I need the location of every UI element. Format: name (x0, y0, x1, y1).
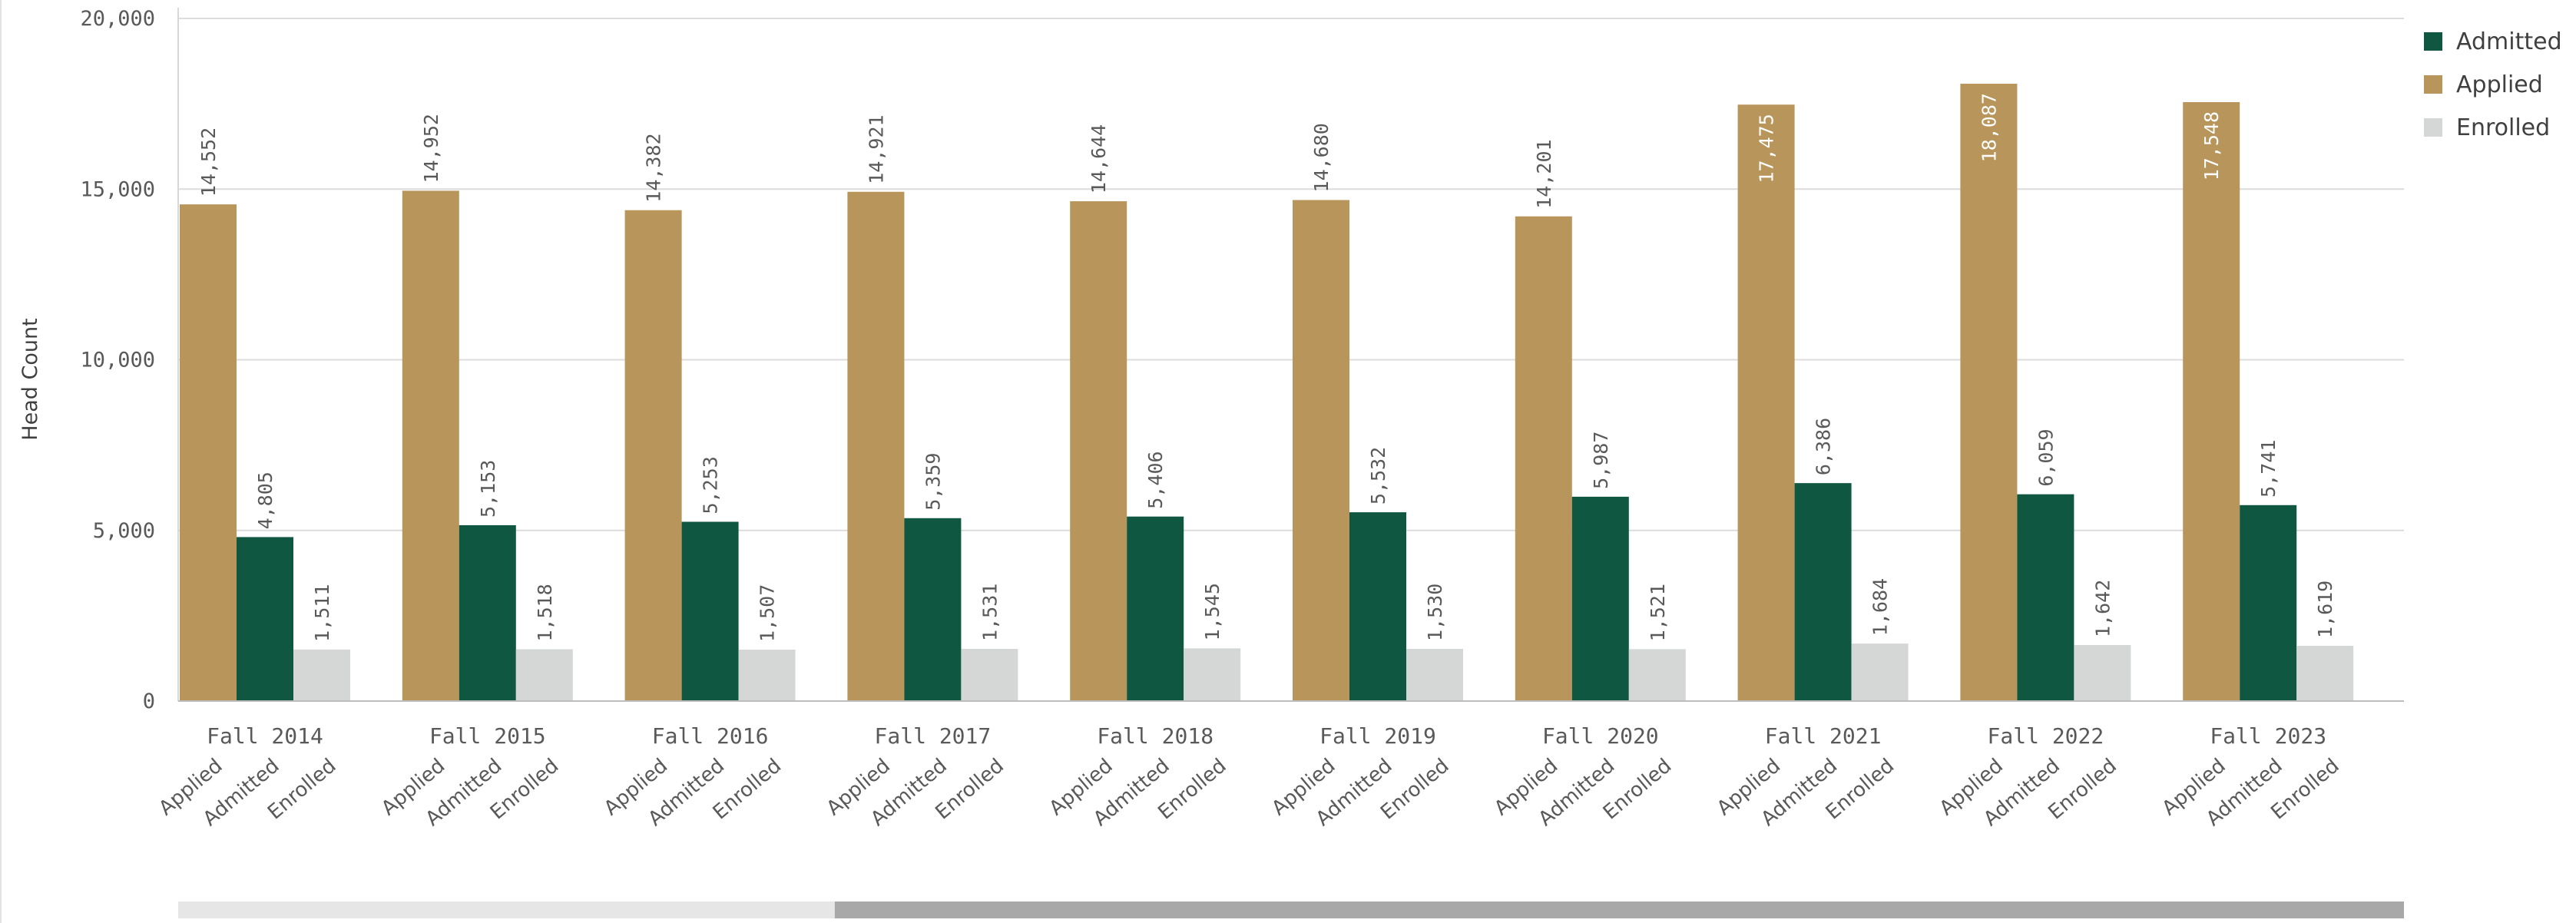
y-tick-label: 10,000 (80, 349, 155, 372)
data-label: 14,680 (1310, 123, 1333, 192)
data-label: 17,548 (2200, 111, 2223, 180)
bar-admitted[interactable] (1571, 496, 1629, 701)
bar-admitted[interactable] (1794, 483, 1852, 701)
y-tick-label: 0 (143, 690, 155, 713)
legend[interactable]: Admitted Applied Enrolled (2424, 28, 2562, 141)
data-label: 14,201 (1533, 139, 1555, 208)
data-label: 1,521 (1647, 584, 1669, 641)
data-label: 14,644 (1088, 124, 1110, 194)
data-label: 5,153 (477, 460, 499, 518)
bar-applied[interactable] (1737, 104, 1795, 701)
bar-admitted[interactable] (904, 518, 962, 701)
bar-admitted[interactable] (2017, 494, 2074, 701)
bar-enrolled[interactable] (961, 648, 1018, 701)
bar-applied[interactable] (1960, 84, 2018, 702)
data-label: 14,382 (643, 133, 665, 202)
x-category-label: Fall 2017 (875, 723, 992, 749)
bar-admitted[interactable] (1349, 512, 1406, 701)
bar-enrolled[interactable] (1406, 648, 1463, 701)
bar-applied[interactable] (2183, 101, 2240, 701)
data-label: 1,619 (2314, 581, 2336, 638)
legend-item-enrolled[interactable]: Enrolled (2424, 114, 2550, 141)
data-label: 1,530 (1424, 584, 1446, 641)
bar-applied[interactable] (624, 210, 682, 701)
data-label: 18,087 (1978, 93, 2000, 162)
bar-enrolled[interactable] (2296, 646, 2354, 701)
bar-enrolled[interactable] (515, 649, 573, 701)
gridlines (177, 8, 2404, 701)
data-label: 1,684 (1869, 578, 1892, 636)
bar-enrolled[interactable] (2074, 645, 2131, 701)
legend-item-applied[interactable]: Applied (2424, 71, 2543, 98)
data-label: 1,642 (2091, 580, 2114, 637)
data-label: 5,987 (1590, 432, 1612, 489)
x-category-label: Fall 2018 (1097, 723, 1214, 749)
bar-enrolled[interactable] (293, 649, 350, 701)
scrollbar-thumb[interactable] (834, 901, 2404, 918)
data-label: 5,359 (922, 453, 944, 511)
bar-enrolled[interactable] (1851, 643, 1909, 701)
bar-admitted[interactable] (459, 524, 516, 701)
data-label: 1,507 (757, 584, 779, 642)
bar-applied[interactable] (1515, 216, 1572, 701)
x-category-label: Fall 2019 (1319, 723, 1436, 749)
legend-label: Admitted (2456, 28, 2562, 55)
bars[interactable] (180, 84, 2354, 702)
data-labels: 14,552 4,805 1,511 14,952 5,153 1,518 14,382 5,… (197, 93, 2336, 642)
scrollbar[interactable] (178, 901, 2404, 918)
data-label: 1,511 (311, 584, 333, 642)
data-label: 5,253 (700, 456, 722, 514)
bar-enrolled[interactable] (1184, 648, 1241, 701)
y-tick-label: 15,000 (80, 177, 155, 201)
legend-label: Enrolled (2456, 114, 2550, 141)
bar-applied[interactable] (402, 190, 459, 701)
legend-swatch (2424, 118, 2442, 137)
legend-swatch (2424, 75, 2442, 94)
x-category-label: Fall 2023 (2210, 723, 2326, 749)
data-label: 17,475 (1756, 114, 1778, 183)
y-axis-ticks: 0 5,000 10,000 15,000 20,000 (80, 7, 155, 713)
legend-label: Applied (2456, 71, 2543, 98)
data-label: 5,741 (2257, 440, 2280, 498)
data-label: 14,921 (865, 114, 887, 184)
bar-applied[interactable] (180, 204, 237, 702)
bar-admitted[interactable] (2240, 505, 2297, 701)
data-label: 4,805 (254, 471, 276, 529)
x-category-label: Fall 2020 (1542, 723, 1659, 749)
data-label: 5,532 (1367, 447, 1389, 505)
x-category-label: Fall 2022 (1988, 723, 2104, 749)
bar-admitted[interactable] (237, 537, 293, 701)
legend-swatch (2424, 32, 2442, 51)
y-tick-label: 20,000 (80, 7, 155, 31)
legend-item-admitted[interactable]: Admitted (2424, 28, 2562, 55)
x-category-label: Fall 2016 (652, 723, 769, 749)
data-label: 14,552 (197, 127, 220, 197)
data-label: 1,545 (1201, 583, 1223, 640)
bar-admitted[interactable] (681, 521, 739, 701)
x-category-label: Fall 2021 (1765, 723, 1882, 749)
y-axis-label: Head Count (18, 318, 42, 440)
bar-applied[interactable] (1293, 200, 1349, 701)
bar-applied[interactable] (847, 191, 905, 702)
bar-enrolled[interactable] (738, 650, 796, 701)
data-label: 1,531 (978, 584, 1001, 641)
y-tick-label: 5,000 (93, 519, 155, 543)
data-label: 6,059 (2035, 428, 2057, 486)
x-category-label: Fall 2014 (207, 723, 323, 749)
bar-enrolled[interactable] (1628, 649, 1686, 701)
data-label: 6,386 (1813, 418, 1835, 475)
x-axis-category-labels: Fall 2014 Fall 2015 Fall 2016 Fall 2017 Fall… (207, 723, 2326, 749)
x-category-label: Fall 2015 (429, 723, 546, 749)
data-label: 14,952 (420, 114, 442, 183)
bar-applied[interactable] (1070, 201, 1127, 701)
bar-admitted[interactable] (1127, 516, 1184, 701)
data-label: 1,518 (534, 584, 556, 641)
data-label: 5,406 (1144, 451, 1167, 508)
